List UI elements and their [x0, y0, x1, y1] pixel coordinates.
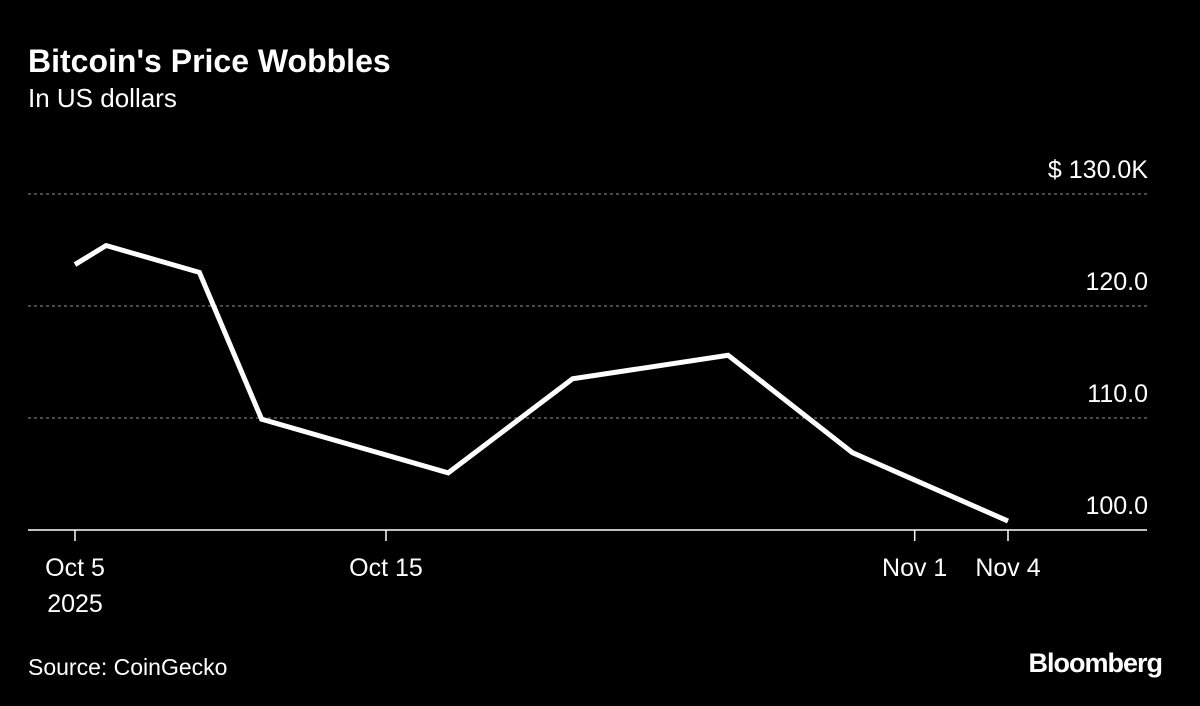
y-tick-label: 120.0	[1085, 268, 1148, 296]
x-tick-label: Oct 15	[349, 554, 423, 582]
y-tick-label: 100.0	[1085, 492, 1148, 520]
x-tick-label: Oct 5 2025	[45, 554, 105, 618]
chart-subtitle: In US dollars	[28, 83, 177, 113]
brand: Bloomberg	[1028, 648, 1162, 678]
chart-title: Bitcoin's Price Wobbles	[28, 43, 391, 79]
price-line	[73, 242, 1010, 524]
x-tick-label: Nov 4	[975, 554, 1040, 582]
y-tick-label: $ 130.0K	[1048, 156, 1148, 184]
y-tick-label: 110.0	[1087, 380, 1148, 408]
x-tick-label: Nov 1	[882, 554, 947, 582]
source: Source: CoinGecko	[28, 654, 227, 680]
